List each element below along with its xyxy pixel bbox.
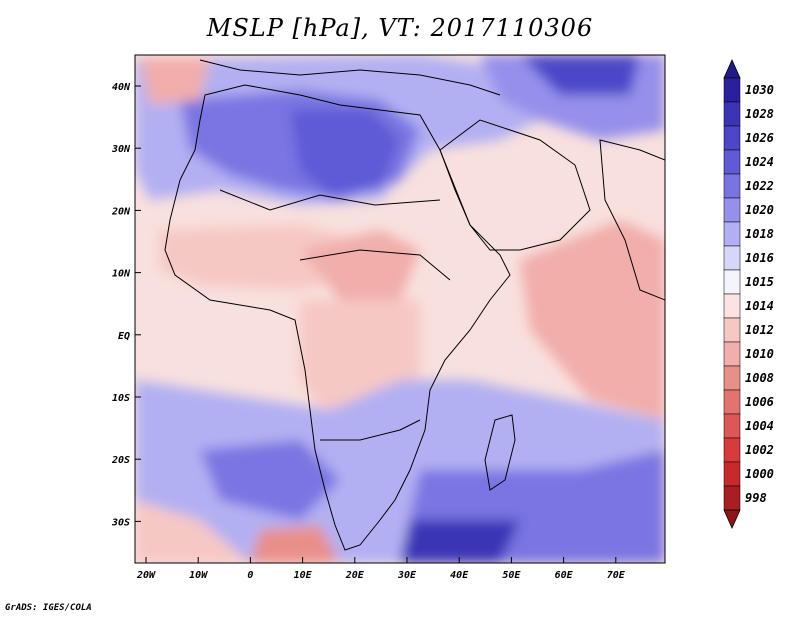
latitude-axis: 40N 30N 20N 10N EQ 10S 20S 30S bbox=[111, 82, 141, 528]
low-arabian-sea bbox=[520, 220, 665, 420]
lat-tick-label: EQ bbox=[118, 331, 130, 342]
longitude-axis: 20W 10W 0 10E 20E 30E 40E 50E 60E 70E bbox=[136, 557, 626, 581]
map-title: MSLP [hPa], VT: 2017110306 bbox=[206, 14, 594, 42]
colorbar-segment bbox=[723, 413, 741, 439]
colorbar-segment bbox=[723, 461, 741, 487]
low-cape bbox=[250, 525, 340, 563]
lon-tick-label: 20W bbox=[136, 570, 156, 581]
colorbar-label: 1006 bbox=[745, 395, 774, 409]
colorbar-segment bbox=[723, 365, 741, 391]
lat-tick-label: 10N bbox=[112, 269, 131, 280]
colorbar-label: 1018 bbox=[745, 227, 774, 241]
low-southwest bbox=[135, 500, 250, 563]
high-south-atlantic bbox=[200, 440, 340, 520]
colorbar-label: 1030 bbox=[745, 83, 774, 97]
border-sahel bbox=[219, 189, 441, 211]
europe-coast bbox=[199, 59, 501, 96]
colorbar-segment bbox=[723, 149, 741, 175]
lat-tick-label: 10S bbox=[112, 393, 130, 404]
colorbar-segment bbox=[723, 221, 741, 247]
colorbar-label: 1008 bbox=[745, 371, 774, 385]
colorbar-label: 998 bbox=[745, 491, 767, 505]
lat-tick-label: 30N bbox=[111, 144, 131, 155]
grads-credit: GrADS: IGES/COLA bbox=[5, 603, 92, 613]
colorbar-segment bbox=[723, 197, 741, 223]
lon-tick-label: 40E bbox=[450, 570, 469, 581]
high-libya bbox=[290, 110, 400, 195]
lon-tick-label: 30E bbox=[397, 570, 417, 581]
colorbar-segment bbox=[723, 101, 741, 127]
arabia-coast bbox=[439, 119, 591, 251]
plot-frame bbox=[134, 54, 666, 564]
colorbar-label: 1002 bbox=[745, 443, 774, 457]
lat-tick-label: 40N bbox=[112, 82, 131, 93]
colorbar-segment bbox=[723, 269, 741, 295]
lon-tick-label: 20E bbox=[345, 570, 365, 581]
colorbar-segment bbox=[723, 173, 741, 199]
border-central bbox=[299, 249, 451, 281]
lon-tick-label: 60E bbox=[555, 570, 574, 581]
lon-tick-label: 10W bbox=[189, 570, 208, 581]
colorbar-segment bbox=[723, 485, 741, 511]
colorbar-label: 1014 bbox=[745, 299, 774, 313]
colorbar-bottom-arrow bbox=[723, 509, 741, 529]
lat-tick-label: 20N bbox=[111, 206, 131, 217]
madagascar bbox=[484, 414, 516, 491]
colorbar-label: 1015 bbox=[745, 275, 774, 289]
lat-tick-label: 30S bbox=[111, 517, 130, 528]
colorbar-label: 1012 bbox=[745, 323, 774, 337]
colorbar-label: 1000 bbox=[745, 467, 774, 481]
lon-tick-label: 70E bbox=[607, 570, 626, 581]
colorbar-label: 1026 bbox=[745, 131, 774, 145]
coastlines bbox=[164, 59, 665, 551]
low-sudan bbox=[300, 230, 420, 300]
colorbar-segment bbox=[723, 341, 741, 367]
colorbar-label: 1004 bbox=[745, 419, 774, 433]
colorbar-label: 1028 bbox=[745, 107, 774, 121]
colorbar-segment bbox=[723, 317, 741, 343]
lon-tick-label: 50E bbox=[502, 570, 521, 581]
colorbar-label: 1022 bbox=[745, 179, 774, 193]
colorbar-label: 1016 bbox=[745, 251, 774, 265]
low-atlantic-nw bbox=[140, 58, 210, 105]
lon-tick-label: 0 bbox=[247, 570, 253, 581]
colorbar-segment bbox=[723, 389, 741, 415]
lon-tick-label: 10E bbox=[294, 570, 313, 581]
lat-tick-label: 20S bbox=[111, 455, 130, 466]
india-coast bbox=[599, 139, 665, 301]
colorbar-label: 1024 bbox=[745, 155, 774, 169]
colorbar-segment bbox=[723, 77, 741, 103]
colorbar-top-arrow bbox=[723, 59, 741, 79]
border-south bbox=[320, 419, 421, 441]
pressure-field bbox=[135, 55, 665, 563]
high-caspian bbox=[520, 55, 640, 95]
colorbar-segment bbox=[723, 437, 741, 463]
colorbar-segment bbox=[723, 245, 741, 271]
colorbar-label: 1020 bbox=[745, 203, 774, 217]
colorbar: 1030 1028 1026 1024 1022 1020 1018 1016 1015 1014… bbox=[723, 59, 774, 529]
colorbar-segment bbox=[723, 125, 741, 151]
colorbar-segment bbox=[723, 293, 741, 319]
high-south-core bbox=[400, 520, 520, 563]
colorbar-label: 1010 bbox=[745, 347, 774, 361]
